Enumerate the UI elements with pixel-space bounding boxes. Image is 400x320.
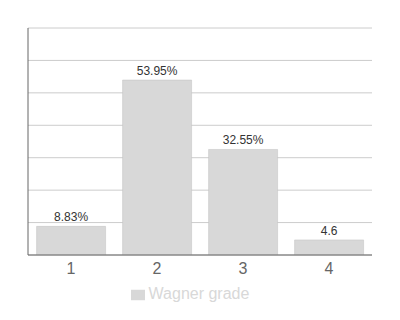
svg-text:8.83%: 8.83%: [54, 210, 88, 224]
svg-text:4.6: 4.6: [321, 224, 338, 238]
svg-text:3: 3: [239, 260, 248, 277]
svg-text:53.95%: 53.95%: [137, 64, 178, 78]
svg-text:2: 2: [153, 260, 162, 277]
svg-text:32.55%: 32.55%: [223, 133, 264, 147]
html-text:Wagner grade: Wagner grade: [148, 285, 250, 302]
svg-text:1: 1: [67, 260, 76, 277]
svg-text:4: 4: [325, 260, 334, 277]
